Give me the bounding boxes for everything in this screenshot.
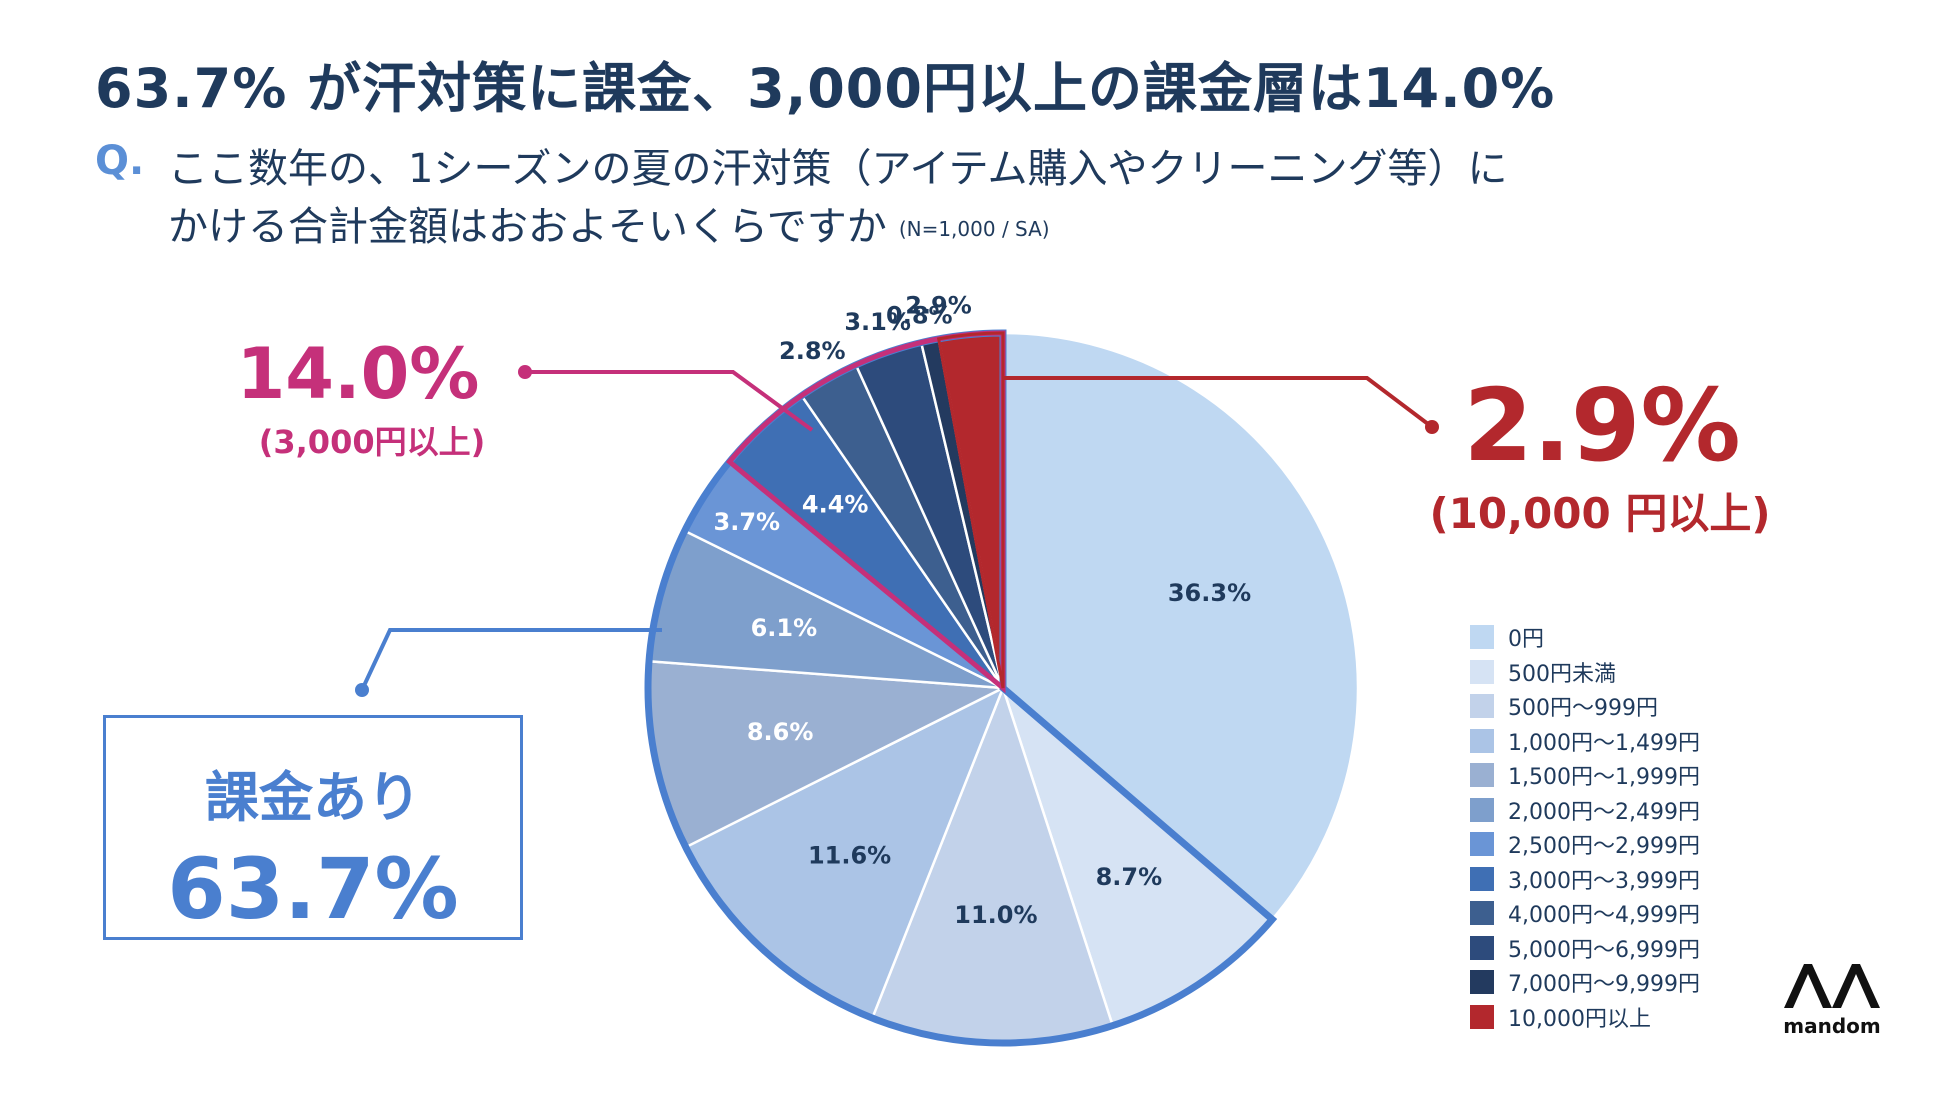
legend-label: 4,000円〜4,999円	[1508, 903, 1700, 929]
slice-label: 8.6%	[747, 718, 814, 746]
slice-label: 11.6%	[808, 842, 891, 870]
legend-label: 7,000円〜9,999円	[1508, 972, 1700, 998]
legend-label: 1,500円〜1,999円	[1508, 765, 1700, 791]
callout-value-3000-plus: 14.0%	[237, 333, 480, 415]
callout-line-10000-plus	[1003, 376, 1434, 429]
slice-label: 6.1%	[751, 614, 818, 642]
slice-label: 4.4%	[802, 491, 869, 519]
mandom-logo-icon	[1784, 964, 1880, 1008]
paid-callout-label: 課金あり	[205, 766, 421, 829]
pie-labels: 36.3% 8.7% 11.0% 11.6% 8.6% 6.1% 3.7% 4.4% 2.8%3…	[714, 292, 1252, 929]
group-10000-plus-outline	[936, 331, 1005, 689]
legend-swatch	[1470, 763, 1494, 788]
slice-label: 11.0%	[954, 901, 1037, 929]
legend-item: 3,000円〜3,999円	[1470, 862, 1700, 897]
pie-slice	[1001, 331, 1360, 922]
legend-label: 0円	[1508, 627, 1544, 653]
legend-item: 4,000円〜4,999円	[1470, 896, 1700, 931]
legend-item: 0円	[1470, 620, 1700, 655]
slice-label: 2.9%	[905, 292, 972, 320]
legend-swatch	[1470, 970, 1494, 995]
slice-label: 3.7%	[714, 508, 781, 536]
slice-label: 8.7%	[1096, 863, 1163, 891]
question-text-line2: かける合計金額はおおよそいくらですか (N=1,000 / SA)	[168, 194, 1050, 252]
callout-line-paid	[360, 628, 662, 691]
callout-label-3000-plus: (3,000円以上)	[259, 423, 485, 461]
legend-swatch	[1470, 694, 1494, 719]
question-label: Q.	[95, 138, 145, 184]
logo-text: mandom	[1783, 1014, 1881, 1038]
callout-value-10000-plus: 2.9%	[1463, 367, 1740, 484]
legend-label: 10,000円以上	[1508, 1006, 1651, 1032]
legend-swatch	[1470, 935, 1494, 960]
legend-item: 1,500円〜1,999円	[1470, 758, 1700, 793]
legend-item: 2,000円〜2,499円	[1470, 793, 1700, 828]
legend-label: 500円未満	[1508, 661, 1616, 687]
legend-item: 7,000円〜9,999円	[1470, 965, 1700, 1000]
question-text-line2-main: かける合計金額はおおよそいくらですか	[168, 204, 887, 250]
callout-label-10000-plus: (10,000 円以上)	[1429, 489, 1770, 538]
legend-item: 1,000円〜1,499円	[1470, 724, 1700, 759]
callout-dot-paid	[355, 683, 369, 697]
callout-dot-10000-plus	[1425, 420, 1439, 434]
legend-item: 500円未満	[1470, 655, 1700, 690]
legend-item: 10,000円以上	[1470, 1000, 1700, 1035]
slice-label: 0.8%	[886, 301, 953, 329]
legend-label: 2,500円〜2,999円	[1508, 834, 1700, 860]
legend-swatch	[1470, 659, 1494, 684]
legend-swatch	[1470, 832, 1494, 857]
legend-item: 500円〜999円	[1470, 689, 1700, 724]
legend-swatch	[1470, 728, 1494, 753]
legend-swatch	[1470, 1004, 1494, 1029]
callout-line-3000-plus	[525, 370, 814, 432]
pie-outlines	[644, 329, 1278, 1047]
slice-label: 3.1%	[844, 308, 911, 336]
legend-swatch	[1470, 625, 1494, 650]
slice-label: 36.3%	[1168, 579, 1251, 607]
legend-label: 500円〜999円	[1508, 696, 1658, 722]
legend-label: 3,000円〜3,999円	[1508, 868, 1700, 894]
legend: 0円 500円未満 500円〜999円 1,000円〜1,499円 1,500円〜1,9…	[1470, 620, 1700, 1034]
sample-note: (N=1,000 / SA)	[898, 217, 1050, 241]
legend-swatch	[1470, 797, 1494, 822]
question-text-line1: ここ数年の、1シーズンの夏の汗対策（アイテム購入やクリーニング等）に	[168, 146, 1508, 192]
legend-item: 5,000円〜6,999円	[1470, 931, 1700, 966]
legend-swatch	[1470, 866, 1494, 891]
brand-logo: mandom	[1782, 960, 1882, 1038]
paid-callout-box: 課金あり 63.7%	[103, 715, 523, 940]
slice-label: 2.8%	[779, 337, 846, 365]
legend-label: 5,000円〜6,999円	[1508, 937, 1700, 963]
legend-label: 2,000円〜2,499円	[1508, 799, 1700, 825]
legend-label: 1,000円〜1,499円	[1508, 730, 1700, 756]
legend-swatch	[1470, 901, 1494, 926]
callout-dot-3000-plus	[518, 365, 532, 379]
paid-callout-value: 63.7%	[167, 840, 459, 938]
legend-item: 2,500円〜2,999円	[1470, 827, 1700, 862]
page-title: 63.7% が汗対策に課金、3,000円以上の課金層は14.0%	[95, 57, 1556, 120]
